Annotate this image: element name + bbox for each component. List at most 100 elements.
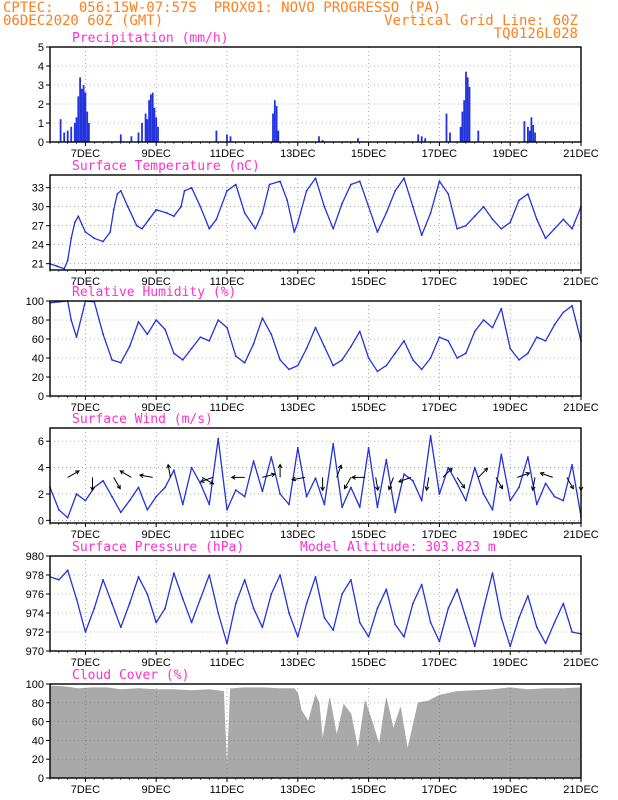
wind-arrow-head [397, 478, 403, 483]
humidity-data-point [323, 345, 326, 348]
wind-data-point [571, 464, 573, 466]
precip-bar [468, 86, 471, 142]
precip-bar [79, 77, 81, 142]
temp-xtick-label: 11DEC [210, 276, 245, 288]
wind-data-point [527, 456, 529, 458]
humidity-data-point [181, 359, 184, 361]
wind-data-point [482, 493, 485, 495]
wind-data-point [128, 499, 131, 502]
wind-arrow [343, 477, 352, 490]
wind-data-point [544, 482, 547, 485]
precip-bar [144, 113, 147, 142]
pressure-data-point [456, 588, 458, 591]
precip-bar [151, 92, 154, 142]
wind-data-point [473, 466, 476, 469]
wind-arrow-head [166, 463, 171, 469]
wind-arrow-head [498, 484, 504, 490]
humidity-data-point [119, 361, 122, 364]
pressure-data-point [84, 631, 87, 633]
pressure-data-point [66, 569, 69, 572]
temp-data-point [544, 237, 547, 240]
wind-arrow [477, 467, 489, 478]
pressure-data-point [243, 578, 246, 581]
pressure-xtick-label: 15DEC [351, 657, 387, 669]
pressure-data-point [385, 588, 388, 591]
wind-data-point [500, 453, 503, 456]
precip-bar [465, 71, 467, 142]
pressure-data-point [518, 616, 520, 619]
pressure-data-point [128, 602, 131, 605]
wind-data-point [155, 495, 158, 498]
wind-data-point [146, 508, 149, 511]
wind-arrow [320, 477, 325, 492]
wind-data-point [509, 499, 512, 502]
wind-arrow-shaft [200, 476, 213, 483]
pressure-data-point [562, 602, 565, 605]
wind-arrow-shaft [119, 470, 132, 478]
precip-ytick-label: 1 [38, 118, 44, 130]
pressure-data-point [367, 635, 370, 638]
wind-arrow-head [291, 476, 297, 482]
wind-ytick-label: 4 [38, 463, 44, 475]
wind-arrow [230, 475, 245, 480]
wind-arrow-shaft [517, 472, 530, 478]
pressure-data-point [75, 597, 78, 600]
humidity-data-point [261, 317, 264, 319]
temp-data-point [73, 221, 76, 224]
pressure-ytick-label: 974 [26, 608, 44, 620]
humidity-data-point [491, 326, 494, 329]
precip-bar [532, 124, 535, 142]
pressure-data-point [261, 626, 264, 629]
humidity-data-point [403, 340, 405, 342]
pressure-series-line [49, 569, 582, 647]
wind-data-point [288, 503, 290, 506]
pressure-data-point [279, 574, 281, 576]
wind-arrow-shaft [398, 476, 412, 483]
wind-data-point [429, 435, 432, 437]
wind-data-point [456, 482, 458, 485]
pressure-ytick-label: 972 [26, 627, 44, 639]
precip-bar [229, 136, 232, 142]
cloud-title: Cloud Cover (%) [72, 668, 189, 683]
pressure-data-point [305, 602, 308, 605]
wind-data-point [518, 486, 520, 489]
temp-data-point [456, 227, 458, 230]
wind-data-point [252, 460, 255, 462]
temp-data-point [254, 227, 257, 230]
wind-data-point [102, 479, 104, 482]
wind-arrow-head [530, 486, 536, 492]
precip-bar [157, 126, 159, 142]
temp-data-point [66, 259, 69, 262]
wind-data-point [190, 466, 193, 469]
humidity-data-point [341, 359, 343, 361]
wind-arrow-shaft [540, 472, 553, 478]
pressure-data-point [500, 616, 503, 619]
humidity-xtick-label: 19DEC [492, 402, 528, 414]
precip-bar [59, 119, 62, 142]
temp-data-point [473, 215, 476, 218]
wind-arrow [199, 476, 213, 483]
humidity-data-point [429, 357, 432, 359]
wind-arrow-shaft [336, 465, 342, 478]
precip-bar [272, 113, 274, 142]
wind-arrow-shaft [566, 477, 574, 489]
wind-data-point [137, 486, 140, 489]
wind-arrow-head [525, 471, 531, 477]
temp-data-point [268, 183, 271, 186]
humidity-data-point [173, 352, 175, 355]
pressure-data-point [571, 631, 573, 633]
humidity-data-point [420, 368, 423, 371]
cloud-xtick-label: 13DEC [280, 784, 316, 796]
pressure-ytick-label: 970 [26, 646, 44, 658]
precip-bar [84, 92, 87, 142]
wind-arrow-head [337, 464, 343, 470]
wind-data-point [243, 495, 246, 498]
pressure-data-point [429, 621, 432, 624]
temp-data-point [305, 189, 308, 192]
humidity-data-point [465, 352, 467, 355]
pressure-data-point [473, 645, 476, 648]
wind-arrow [138, 473, 153, 478]
cloud-ytick-label: 80 [32, 698, 44, 710]
precip-xtick-label: 19DEC [492, 148, 528, 160]
humidity-data-point [394, 352, 397, 355]
